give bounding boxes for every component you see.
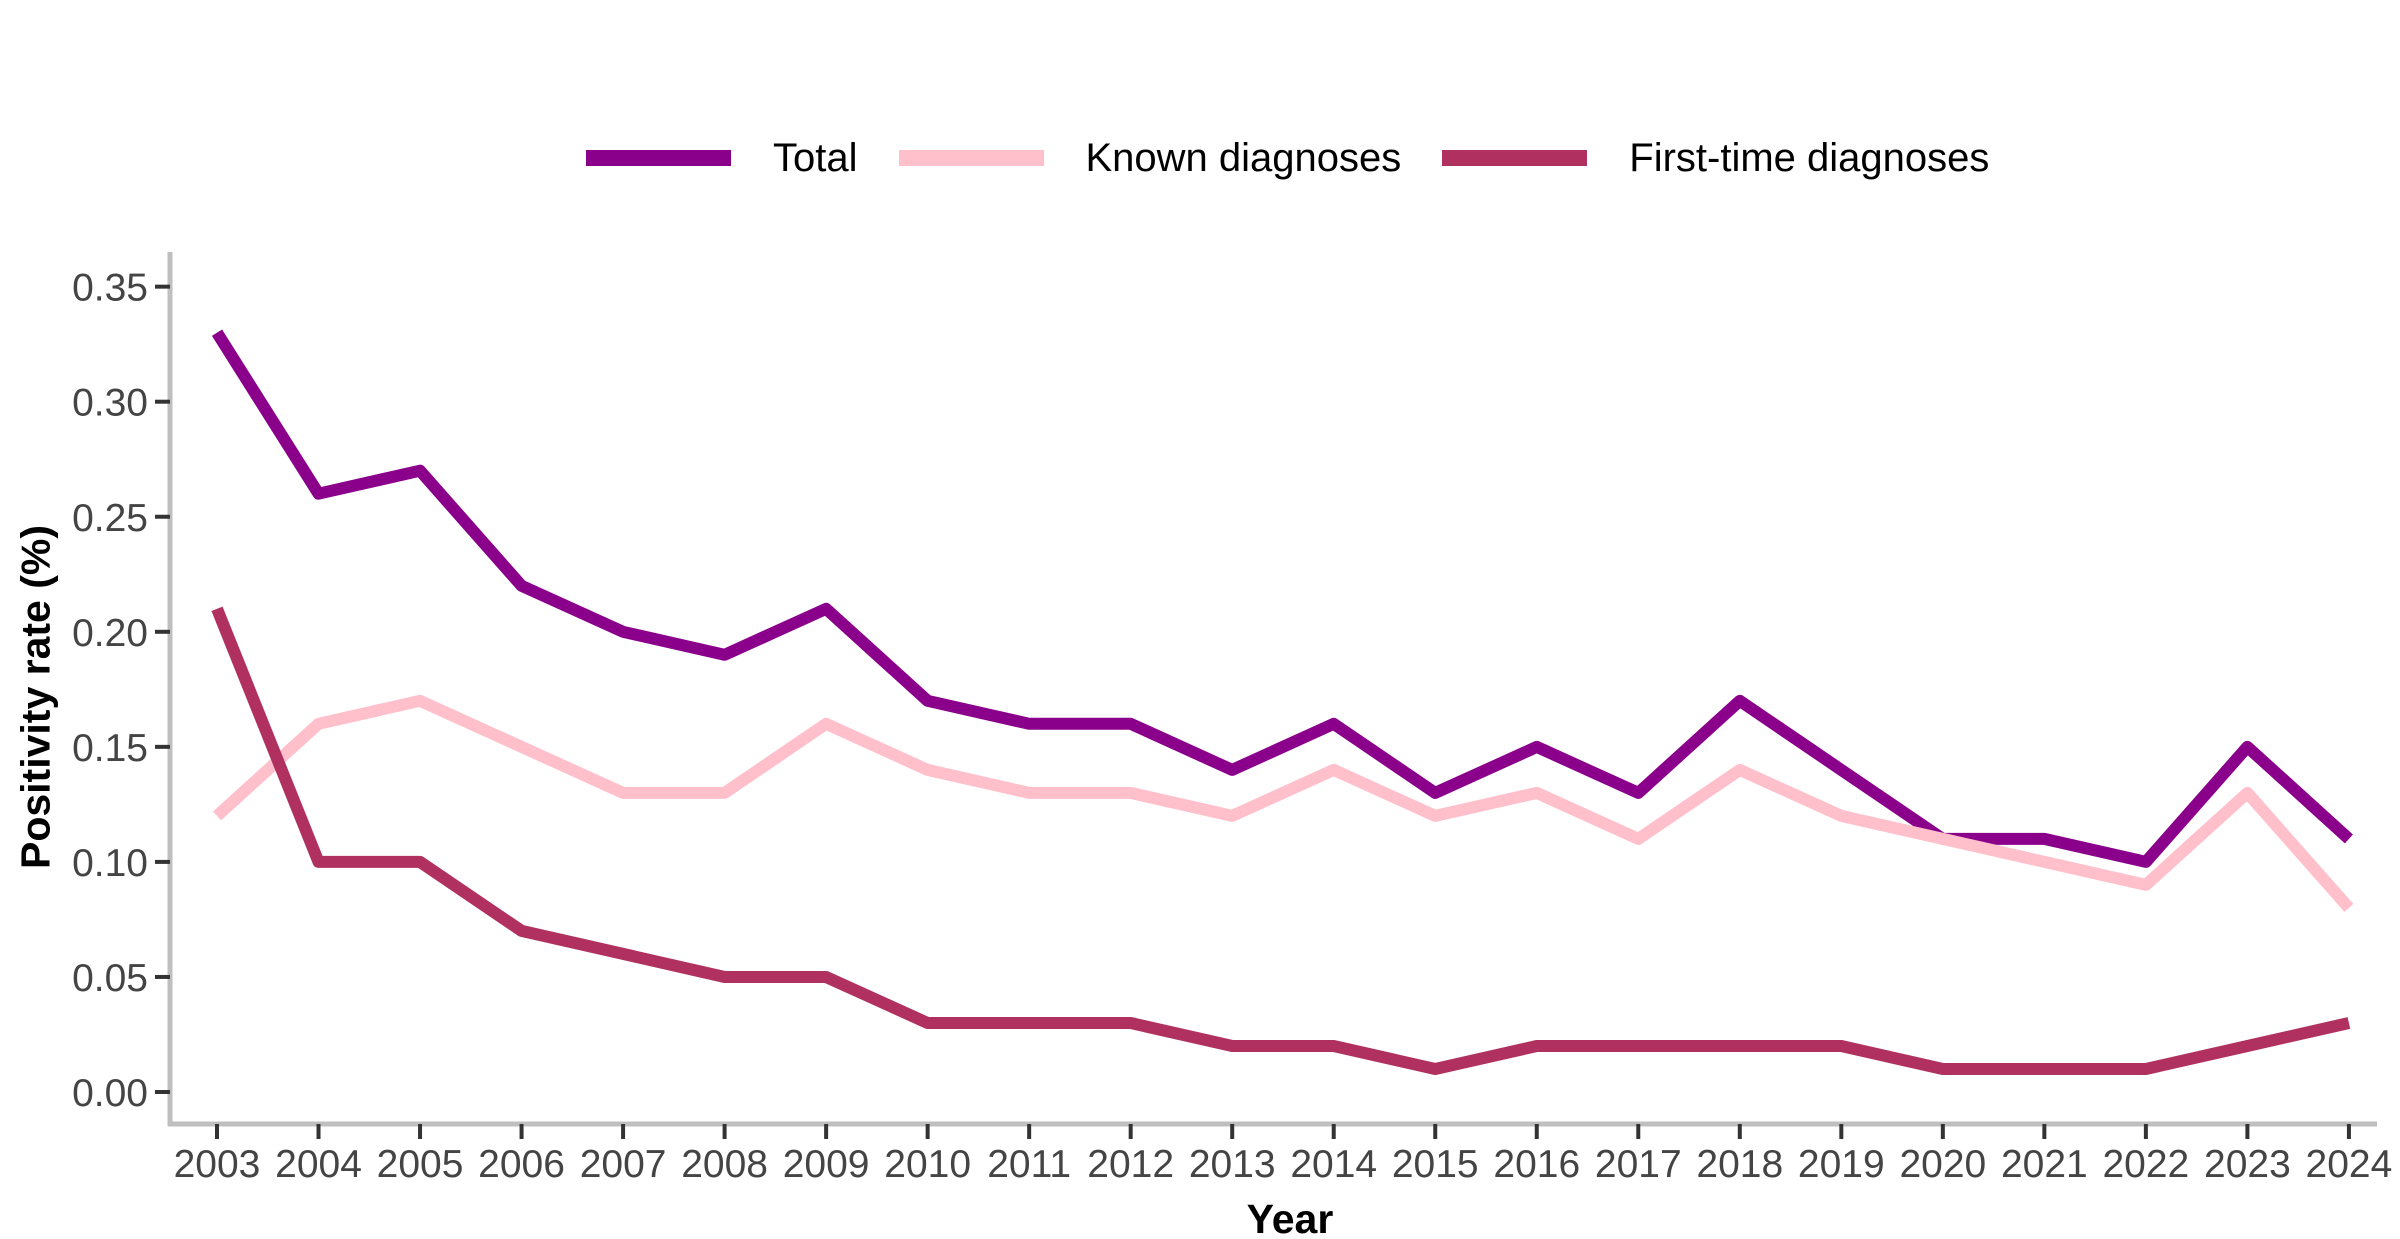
x-tick-label: 2019	[1798, 1143, 1885, 1186]
x-axis-title: Year	[1246, 1196, 1334, 1239]
x-tick-label: 2013	[1189, 1143, 1276, 1186]
legend-label-known-diagnoses: Known diagnoses	[1085, 136, 1402, 180]
x-tick-label: 2008	[681, 1143, 768, 1186]
y-tick-label: 0.05	[72, 957, 148, 1000]
x-tick-label: 2012	[1087, 1143, 1174, 1186]
x-tick-label: 2016	[1493, 1143, 1580, 1186]
x-tick-label: 2009	[783, 1143, 870, 1186]
legend-key-first-time-diagnoses-swatch	[1442, 150, 1588, 166]
x-tick-label: 2015	[1392, 1143, 1479, 1186]
x-tick-label: 2024	[2306, 1143, 2393, 1186]
legend-label-total: Total	[773, 136, 858, 180]
x-tick-label: 2003	[174, 1143, 261, 1186]
y-tick-label: 0.25	[72, 497, 148, 540]
x-tick-label: 2010	[884, 1143, 971, 1186]
x-tick-label: 2014	[1290, 1143, 1377, 1186]
x-tick-label: 2022	[2102, 1143, 2189, 1186]
y-tick-label: 0.30	[72, 382, 148, 425]
x-tick-label: 2004	[275, 1143, 362, 1186]
legend: Total Known diagnoses First-time diagnos…	[586, 138, 1989, 178]
legend-label-first-time-diagnoses: First-time diagnoses	[1629, 136, 1990, 180]
tick-layer: 0.00 0.05 0.10 0.15 0.20 0.25 0.30 0.35 2003 2004…	[72, 267, 2392, 1186]
x-tick-label: 2005	[377, 1143, 464, 1186]
x-tick-label: 2020	[1899, 1143, 1986, 1186]
legend-item-first-time-diagnoses: First-time diagnoses	[1442, 138, 1989, 178]
x-tick-label: 2023	[2204, 1143, 2291, 1186]
x-tick-label: 2006	[478, 1143, 565, 1186]
series-line-layer	[211, 329, 2354, 1075]
x-tick-label: 2017	[1595, 1143, 1682, 1186]
y-tick-label: 0.10	[72, 842, 148, 885]
y-tick-label: 0.35	[72, 267, 148, 310]
x-tick-label: 2018	[1696, 1143, 1783, 1186]
legend-key-known-diagnoses-swatch	[898, 150, 1044, 166]
y-tick-label: 0.00	[72, 1072, 148, 1115]
y-tick-label: 0.15	[72, 727, 148, 770]
x-tick-label: 2021	[2001, 1143, 2088, 1186]
y-tick-label: 0.20	[72, 612, 148, 655]
series-line-first-time-diagnoses	[211, 606, 2351, 1075]
legend-key-total-swatch	[586, 150, 731, 166]
series-line-total	[211, 329, 2353, 868]
x-tick-label: 2011	[987, 1143, 1071, 1186]
legend-item-known-diagnoses: Known diagnoses	[898, 136, 1402, 180]
x-tick-label: 2007	[580, 1143, 667, 1186]
legend-item-total: Total	[586, 138, 858, 178]
series-line-known-diagnoses	[212, 694, 2354, 912]
